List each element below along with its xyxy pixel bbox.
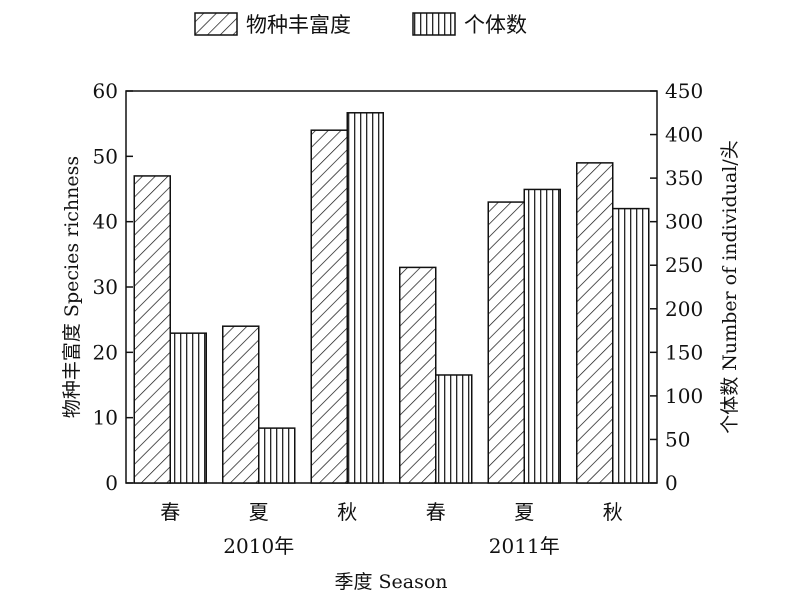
- bar-species-richness-2: [310, 129, 348, 484]
- y-right-tick-label: 250: [665, 253, 703, 277]
- y-right-tick-label: 450: [665, 79, 703, 103]
- y-left-tick-label: 20: [93, 340, 118, 364]
- bar-species-richness-5: [576, 162, 614, 484]
- right-axis: 0 50 100 150 200 250 300 350 400 450: [650, 79, 703, 495]
- y-right-tick-label: 50: [665, 427, 690, 451]
- y-right-tick-label: 200: [665, 297, 703, 321]
- legend: 物种丰富度 个体数: [194, 12, 527, 37]
- x-tick-label: 夏: [249, 500, 269, 524]
- x-tick-label: 秋: [603, 500, 623, 524]
- bar-species-richness-3: [399, 266, 437, 484]
- y-left-tick-label: 30: [93, 275, 118, 299]
- x-tick-label: 秋: [337, 500, 357, 524]
- y-right-tick-label: 100: [665, 384, 703, 408]
- y-left-tick-label: 60: [93, 79, 118, 103]
- y-right-axis-label: 个体数 Number of individual/头: [719, 140, 741, 434]
- bar-individuals-4: [523, 188, 561, 484]
- bar-individuals-5: [612, 207, 650, 484]
- x-axis: 春 夏 秋 春 夏 秋 2010年 2011年: [160, 500, 623, 558]
- bar-individuals-0: [169, 332, 207, 484]
- y-right-tick-label: 400: [665, 123, 703, 147]
- legend-swatch-species-richness: [194, 12, 238, 36]
- y-left-tick-label: 10: [93, 406, 118, 430]
- x-tick-label: 春: [160, 500, 180, 524]
- y-right-tick-label: 0: [665, 471, 678, 495]
- x-group-label: 2010年: [223, 534, 294, 558]
- legend-swatch-individuals: [412, 12, 456, 36]
- legend-label-individuals: 个体数: [464, 13, 527, 37]
- y-right-tick-label: 350: [665, 166, 703, 190]
- bar-species-richness-4: [487, 201, 525, 484]
- y-right-tick-label: 300: [665, 210, 703, 234]
- x-group-label: 2011年: [489, 534, 560, 558]
- x-axis-label: 季度 Season: [334, 571, 447, 593]
- bar-individuals-3: [435, 374, 473, 484]
- y-right-tick-label: 150: [665, 340, 703, 364]
- x-tick-label: 春: [426, 500, 446, 524]
- y-left-tick-label: 40: [93, 210, 118, 234]
- bar-individuals-1: [258, 427, 296, 484]
- y-left-axis-label: 物种丰富度 Species richness: [61, 156, 83, 418]
- bars: [133, 112, 650, 484]
- bar-individuals-2: [346, 112, 384, 484]
- y-left-tick-label: 0: [105, 471, 118, 495]
- bar-species-richness-0: [133, 175, 171, 484]
- y-left-tick-label: 50: [93, 144, 118, 168]
- x-tick-label: 夏: [514, 500, 534, 524]
- legend-label-species-richness: 物种丰富度: [246, 13, 351, 37]
- left-axis: 0 10 20 30 40 50 60: [93, 79, 133, 495]
- bar-species-richness-1: [222, 325, 260, 484]
